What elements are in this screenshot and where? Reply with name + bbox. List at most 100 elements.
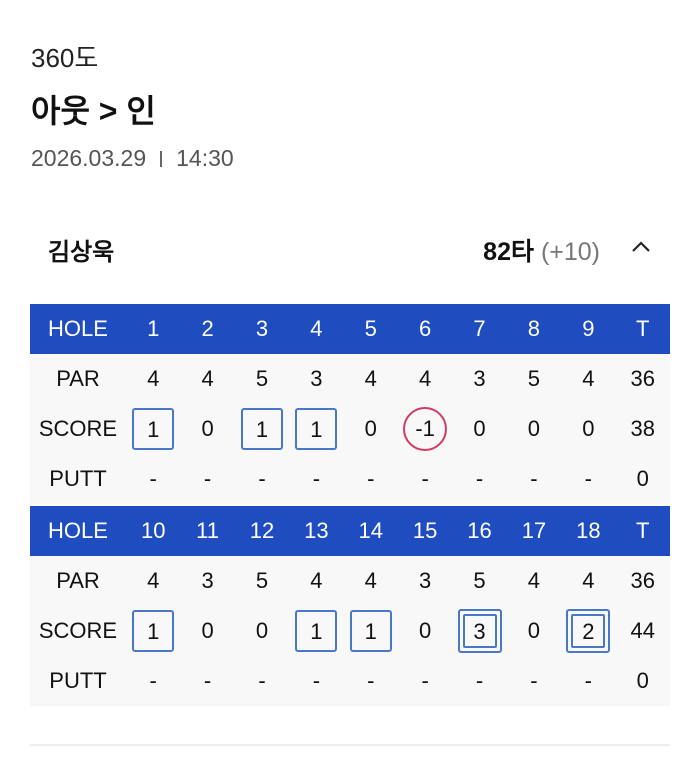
- course-name: 360도: [31, 43, 99, 73]
- hole-cell: 15: [397, 506, 453, 556]
- putt-label: PUTT: [49, 668, 107, 693]
- round-date: 2026.03.29: [31, 145, 147, 171]
- putt-row: PUTT - - - - - - - - - 0: [30, 454, 670, 504]
- score-row: SCORE 1 0 1 1 0 -1 0 0 0 38: [30, 404, 670, 454]
- putt-cell: -: [312, 668, 321, 693]
- player-name: 김상욱: [48, 239, 115, 266]
- par-cell: 4: [527, 568, 541, 593]
- chevron-up-icon[interactable]: [630, 236, 652, 258]
- hole-cell: 16: [452, 506, 507, 556]
- hole-label: HOLE: [30, 304, 126, 354]
- score-cell: 1: [235, 404, 289, 454]
- putt-cell: -: [203, 668, 212, 693]
- putt-cell: -: [258, 668, 266, 693]
- scorecard-back-nine: HOLE 10 11 12 13 14 15 16 17 18 T PAR 4 3 5 4 4 3 5 4 4 36 SCO…: [30, 506, 670, 706]
- score-cell: 1: [289, 404, 343, 454]
- score-cell: 1: [126, 404, 180, 454]
- bogey-marker: 1: [295, 610, 338, 652]
- par-cell: 4: [419, 366, 432, 391]
- par-cell: 4: [364, 568, 377, 593]
- putt-cell: 0: [636, 466, 649, 491]
- divider: [160, 150, 163, 167]
- par-cell: 3: [310, 366, 323, 391]
- hole-cell: 5: [343, 304, 398, 354]
- score-cell: 0: [419, 618, 432, 643]
- score-cell: 3: [452, 606, 506, 656]
- putt-label: PUTT: [49, 466, 107, 491]
- birdie-marker: -1: [403, 407, 448, 451]
- putt-cell: -: [367, 668, 375, 693]
- hole-cell: 1: [126, 304, 181, 354]
- score-cell: 0: [527, 618, 541, 643]
- score-cell: 0: [527, 416, 541, 441]
- divider: [30, 744, 670, 746]
- hole-cell: T: [615, 304, 670, 354]
- putt-cell: -: [421, 466, 429, 491]
- hole-cell: T: [615, 506, 670, 556]
- score-value: 3: [462, 614, 497, 648]
- par-cell: 4: [147, 366, 160, 391]
- score-cell: 38: [630, 416, 655, 441]
- score-cell: 0: [201, 416, 214, 441]
- score-label: SCORE: [38, 618, 118, 643]
- par-cell: 4: [201, 366, 214, 391]
- bogey-marker: 1: [295, 408, 338, 450]
- par-cell: 3: [473, 366, 486, 391]
- par-cell: 4: [364, 366, 377, 391]
- hole-cell: 14: [343, 506, 398, 556]
- hole-cell: 11: [180, 506, 235, 556]
- score-cell: 0: [201, 618, 214, 643]
- score-cell: 44: [630, 618, 655, 643]
- hole-cell: 7: [452, 304, 507, 354]
- putt-cell: -: [530, 668, 538, 693]
- hole-cell: 6: [397, 304, 453, 354]
- putt-cell: -: [475, 466, 484, 491]
- putt-cell: -: [149, 668, 157, 693]
- score-label: SCORE: [38, 416, 118, 441]
- putt-cell: -: [584, 668, 592, 693]
- hole-cell: 9: [561, 304, 616, 354]
- route-title: 아웃 > 인: [31, 93, 156, 129]
- par-cell: 4: [582, 366, 595, 391]
- hole-cell: 10: [126, 506, 181, 556]
- score-cell: 1: [344, 606, 398, 656]
- bogey-marker: 1: [132, 610, 175, 652]
- par-label: PAR: [56, 568, 100, 593]
- hole-cell: 4: [289, 304, 344, 354]
- score-cell: 0: [255, 618, 269, 643]
- par-row: PAR 4 3 5 4 4 3 5 4 4 36: [30, 556, 670, 606]
- score-cell: 1: [289, 606, 343, 656]
- par-cell: 5: [473, 568, 486, 593]
- hole-cell: 8: [506, 304, 562, 354]
- par-cell: 3: [419, 568, 432, 593]
- score-cell: -1: [398, 404, 452, 454]
- par-cell: 5: [255, 366, 269, 391]
- player-total: 82타 (+10): [483, 232, 600, 268]
- par-cell: 4: [147, 568, 160, 593]
- putt-cell: -: [584, 466, 592, 491]
- score-cell: 0: [364, 416, 377, 441]
- putt-cell: -: [421, 668, 429, 693]
- par-cell: 5: [255, 568, 269, 593]
- score-cell: 0: [582, 416, 595, 441]
- par-label: PAR: [56, 366, 100, 391]
- putt-cell: -: [312, 466, 321, 491]
- round-time: 14:30: [176, 145, 234, 171]
- hole-cell: 13: [289, 506, 344, 556]
- par-cell: 36: [630, 568, 655, 593]
- score-value: 2: [571, 614, 606, 648]
- putt-cell: 0: [636, 668, 649, 693]
- putt-cell: -: [530, 466, 538, 491]
- score-cell: 1: [126, 606, 180, 656]
- bogey-marker: 1: [349, 610, 392, 652]
- putt-cell: -: [258, 466, 266, 491]
- putt-cell: -: [149, 466, 157, 491]
- hole-row: HOLE 10 11 12 13 14 15 16 17 18 T: [30, 506, 670, 556]
- hole-cell: 2: [180, 304, 235, 354]
- hole-cell: 3: [234, 304, 290, 354]
- score-cell: 2: [561, 606, 615, 656]
- putt-row: PUTT - - - - - - - - - 0: [30, 656, 670, 706]
- par-cell: 4: [582, 568, 595, 593]
- round-datetime: 2026.03.29 14:30: [31, 145, 234, 172]
- par-cell: 4: [310, 568, 323, 593]
